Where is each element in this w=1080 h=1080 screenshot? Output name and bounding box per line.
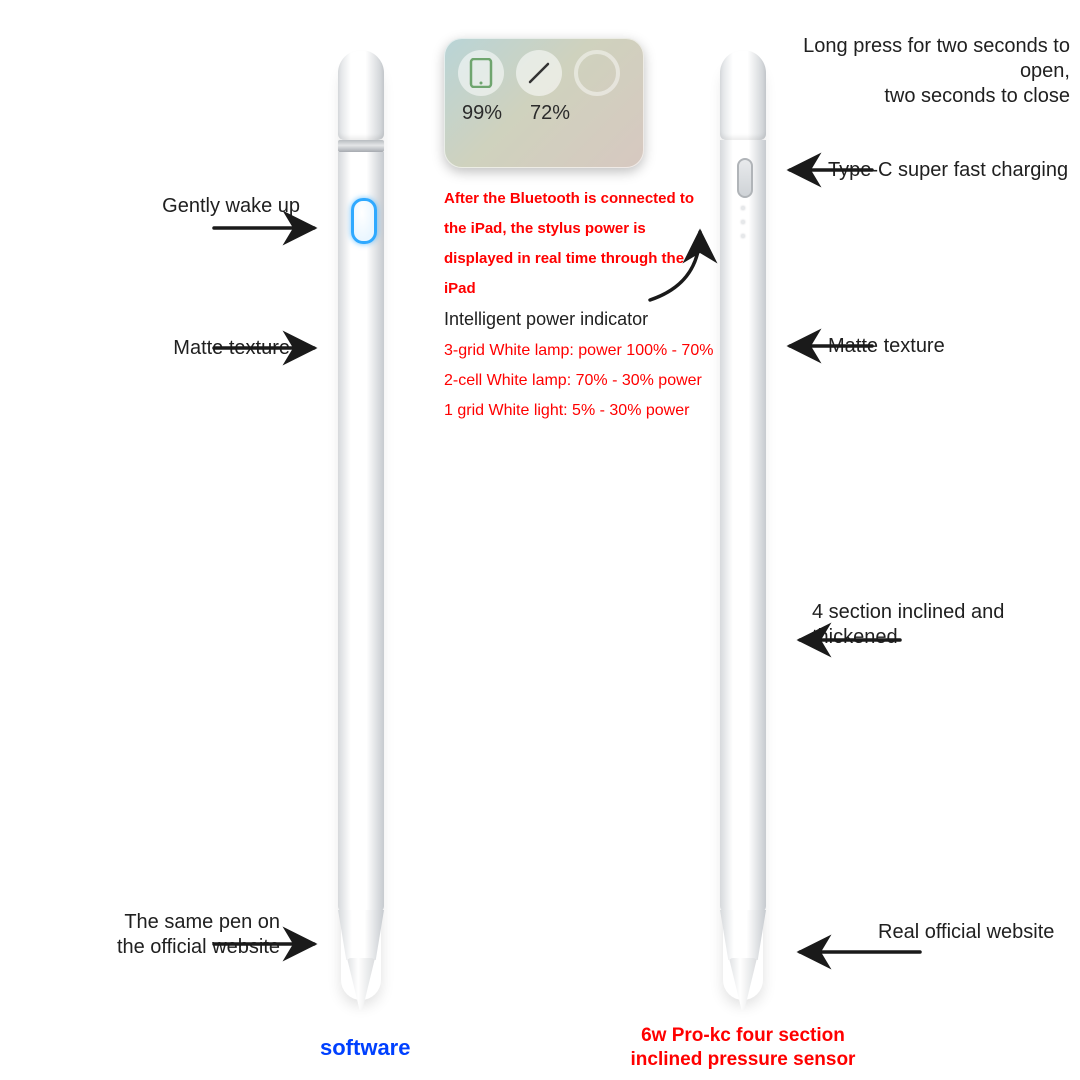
pen-left-cap (338, 50, 384, 140)
callout-same-pen: The same pen on the official website (40, 910, 280, 960)
callout-official: Real official website (878, 920, 1078, 945)
callout-wake: Gently wake up (60, 194, 300, 219)
wake-button-icon (351, 198, 377, 244)
empty-ring-icon (574, 50, 620, 96)
pen-left-tip (347, 958, 375, 1010)
pen-right-tip (729, 958, 757, 1010)
callout-matte-right: Matte texture (828, 334, 1028, 359)
callout-typec: Type-C super fast charging (828, 158, 1080, 183)
battery-widget: 99% 72% (444, 38, 644, 168)
pencil-icon (516, 50, 562, 96)
callout-longpress: Long press for two seconds to open, two … (770, 34, 1070, 109)
pen-right-body (720, 140, 766, 912)
infographic-stage: 99% 72% After the Bluetooth is connected… (0, 0, 1080, 1080)
widget-percent-row: 99% 72% (444, 100, 644, 127)
pen-right-cap (720, 50, 766, 140)
pen-left-label: software (320, 1034, 410, 1062)
callout-section4: 4 section inclined and thickened (812, 600, 1080, 650)
led-3-icon (741, 234, 745, 238)
pen-right-label: 6w Pro-kc four section inclined pressure… (628, 1024, 858, 1072)
indicator-level-3: 1 grid White light: 5% - 30% power (444, 396, 689, 426)
pen-left-band (338, 140, 384, 152)
widget-pct-1: 99% (462, 102, 502, 125)
indicator-title: Intelligent power indicator (444, 308, 648, 331)
usb-c-port-icon (737, 158, 753, 198)
pen-left-body (338, 152, 384, 912)
bluetooth-note: After the Bluetooth is connected to the … (444, 184, 694, 304)
callout-matte-left: Matte texture (60, 336, 290, 361)
led-1-icon (741, 206, 745, 210)
widget-pct-2: 72% (530, 102, 570, 125)
widget-icons-row (444, 38, 644, 100)
indicator-level-1: 3-grid White lamp: power 100% - 70% (444, 336, 713, 366)
pen-left (338, 50, 384, 1010)
pen-right-taper (720, 910, 766, 960)
indicator-level-2: 2-cell White lamp: 70% - 30% power (444, 366, 702, 396)
pen-left-taper (338, 910, 384, 960)
pen-right (720, 50, 766, 1010)
led-2-icon (741, 220, 745, 224)
ipad-icon (458, 50, 504, 96)
